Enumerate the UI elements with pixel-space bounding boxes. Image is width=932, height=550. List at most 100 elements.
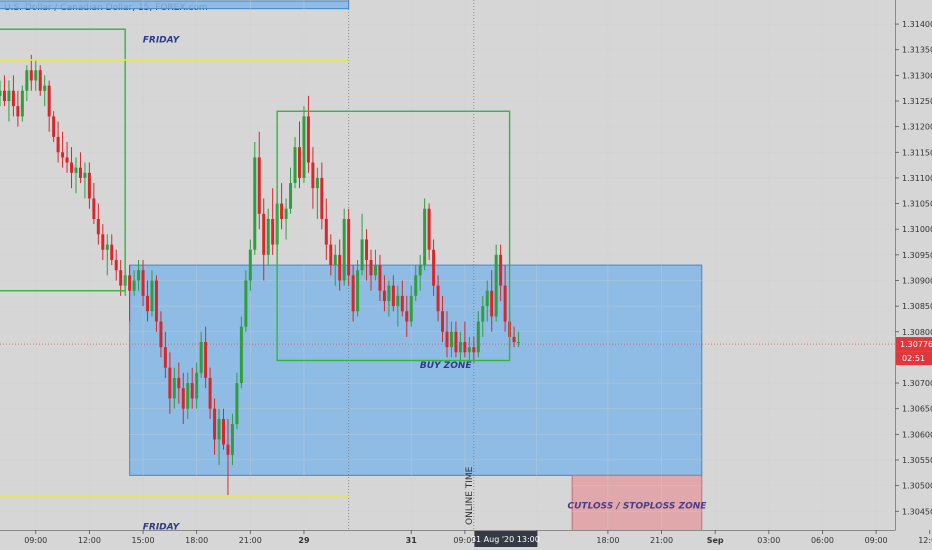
candle-body-115 <box>512 336 516 343</box>
candle-body-35 <box>154 280 158 322</box>
candle-body-54 <box>239 326 243 384</box>
candle-body-4 <box>16 106 20 117</box>
time-tick-label-13: 06:00 <box>811 536 834 545</box>
price-tick-label-0: 1.31400 <box>902 20 932 29</box>
candle-body-111 <box>494 254 498 317</box>
candle-body-85 <box>378 265 382 291</box>
candle-body-41 <box>181 388 185 409</box>
candle-body-98 <box>436 285 440 312</box>
candle-body-75 <box>333 254 337 266</box>
candle-body-92 <box>409 295 413 322</box>
price-tick-label-3: 1.31250 <box>902 97 932 106</box>
candle-body-21 <box>92 198 96 219</box>
candle-body-42 <box>186 383 190 409</box>
candle-body-30 <box>132 280 136 291</box>
candle-body-79 <box>351 275 355 312</box>
candle-body-90 <box>400 295 404 312</box>
price-tick-label-6: 1.31100 <box>902 174 932 183</box>
candle-body-32 <box>141 270 145 296</box>
candle-body-47 <box>208 377 212 409</box>
level-label-1: FRIDAY <box>143 523 181 533</box>
candle-body-70 <box>311 162 315 189</box>
candle-body-84 <box>373 265 377 276</box>
candle-body-74 <box>329 244 333 266</box>
candle-body-59 <box>262 213 266 255</box>
candle-body-5 <box>20 90 24 117</box>
price-tick-label-1: 1.31350 <box>902 46 932 55</box>
candle-body-88 <box>391 285 395 307</box>
candle-body-50 <box>222 418 225 445</box>
candle-body-45 <box>199 342 203 373</box>
candle-body-69 <box>306 116 310 163</box>
candle-body-48 <box>213 408 217 440</box>
highlight-box-1[interactable] <box>276 110 511 362</box>
candle-body-77 <box>342 218 346 281</box>
price-tick-label-8: 1.31000 <box>902 225 932 234</box>
candle-body-63 <box>280 203 284 219</box>
candle-body-29 <box>128 275 132 291</box>
candle-body-55 <box>244 280 248 327</box>
candle-body-76 <box>338 254 342 281</box>
price-tick-label-5: 1.31150 <box>902 148 932 157</box>
zone-rect-1[interactable] <box>571 474 703 535</box>
candle-body-93 <box>414 275 418 296</box>
candle-body-109 <box>485 290 489 307</box>
time-tick-label-15: 12:00 <box>918 536 932 545</box>
candle-body-58 <box>257 157 261 214</box>
candle-body-96 <box>427 208 431 250</box>
candle-body-68 <box>302 116 306 178</box>
candle-body-13 <box>56 136 60 153</box>
candle-body-116 <box>517 342 521 344</box>
candle-body-61 <box>271 218 275 245</box>
price-tick-label-7: 1.31050 <box>902 200 932 209</box>
candle-body-56 <box>248 249 252 281</box>
highlight-box-0[interactable] <box>0 28 126 292</box>
candle-body-51 <box>226 444 230 455</box>
candle-body-2 <box>7 90 11 101</box>
price-axis-bg <box>895 0 932 550</box>
crosshair-time-tag <box>474 531 538 547</box>
price-tick-label-18: 1.30450 <box>902 507 932 516</box>
time-tick-label-2: 15:00 <box>132 536 155 545</box>
candle-body-0 <box>0 90 2 96</box>
candle-body-34 <box>150 280 154 312</box>
session-label-1: ONLINE TIME <box>465 466 475 525</box>
candle-body-16 <box>70 162 74 173</box>
crosshair-time-label: 31 Aug '20 13:00 <box>471 535 540 544</box>
candle-body-71 <box>315 177 319 189</box>
candle-body-18 <box>78 167 82 178</box>
candle-body-38 <box>168 367 172 399</box>
candle-body-57 <box>253 157 257 250</box>
time-tick-label-11: Sep <box>707 536 724 545</box>
candle-body-78 <box>347 218 351 276</box>
candle-body-60 <box>266 218 270 255</box>
candle-body-15 <box>65 157 69 163</box>
zone-rect-2[interactable] <box>0 0 350 10</box>
countdown-label: 02:51 <box>902 354 925 363</box>
candle-body-91 <box>405 311 409 322</box>
candle-body-108 <box>481 306 485 322</box>
time-axis-bg <box>0 530 932 550</box>
candle-body-101 <box>449 331 453 348</box>
candle-body-44 <box>195 372 199 399</box>
time-tick-label-12: 03:00 <box>757 536 780 545</box>
time-tick-label-4: 21:00 <box>239 536 262 545</box>
candle-body-83 <box>369 259 373 276</box>
candle-body-19 <box>83 172 87 178</box>
candle-body-112 <box>499 254 503 286</box>
countdown-tag <box>896 351 932 366</box>
candle-body-33 <box>146 295 150 312</box>
candle-body-72 <box>320 177 324 219</box>
candle-body-1 <box>2 90 6 101</box>
candle-body-39 <box>172 377 176 399</box>
current-price-tag <box>896 337 932 352</box>
time-tick-label-6: 31 <box>406 536 418 545</box>
time-tick-label-0: 09:00 <box>24 536 47 545</box>
candle-body-36 <box>159 321 163 348</box>
candle-body-17 <box>74 167 78 173</box>
time-tick-label-3: 18:00 <box>185 536 208 545</box>
price-tick-label-11: 1.30850 <box>902 302 932 311</box>
candle-body-22 <box>96 218 100 235</box>
candle-body-8 <box>34 70 38 81</box>
